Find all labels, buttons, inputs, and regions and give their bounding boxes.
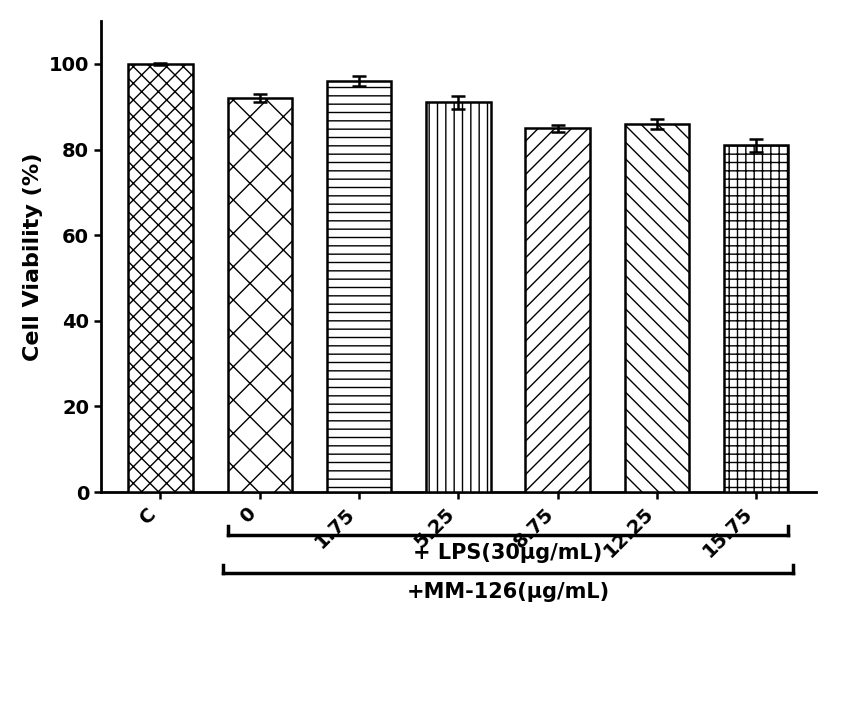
Bar — [128, 64, 193, 492]
Text: + LPS(30μg/mL): + LPS(30μg/mL) — [414, 543, 603, 564]
Bar — [426, 103, 490, 492]
Bar — [327, 81, 391, 492]
Text: +MM-126(μg/mL): +MM-126(μg/mL) — [406, 582, 610, 602]
Bar — [228, 98, 292, 492]
Bar — [526, 128, 590, 492]
Y-axis label: Cell Viability (%): Cell Viability (%) — [24, 153, 43, 361]
Bar — [625, 124, 689, 492]
Bar — [724, 146, 789, 492]
